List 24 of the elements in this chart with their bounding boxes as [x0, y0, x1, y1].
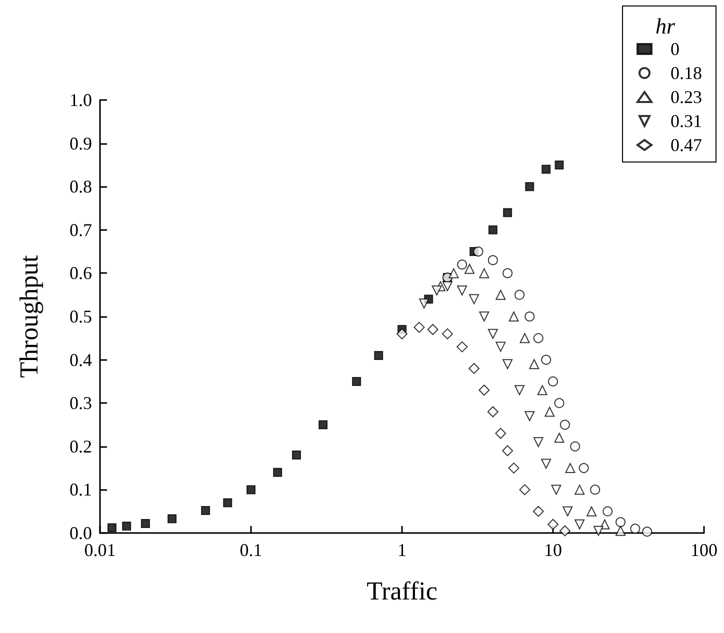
y-tick-label: 0.7: [70, 220, 92, 240]
x-tick-label: 1: [398, 540, 406, 560]
legend-label: 0.47: [670, 135, 702, 155]
y-tick-label: 0.2: [70, 436, 92, 456]
y-tick-label: 0.0: [70, 523, 92, 543]
y-tick-label: 0.4: [70, 350, 92, 370]
legend-label: 0: [670, 39, 680, 59]
legend-label: 0.23: [670, 87, 702, 107]
x-tick-label: 0.01: [84, 540, 116, 560]
y-tick-label: 1.0: [70, 90, 92, 110]
y-tick-label: 0.9: [70, 133, 92, 154]
y-tick-label: 0.3: [70, 393, 92, 414]
x-tick-label: 100: [690, 540, 718, 560]
legend-title: hr: [655, 14, 676, 38]
y-axis-title: Throughput: [14, 254, 44, 378]
legend-label: 0.18: [670, 63, 702, 83]
x-axis-title: Traffic: [366, 576, 438, 606]
legend-label: 0.31: [670, 111, 702, 131]
y-tick-label: 0.8: [70, 176, 92, 197]
x-tick-label: 0.1: [240, 540, 262, 560]
y-tick-label: 0.1: [70, 480, 92, 500]
x-tick-label: 10: [544, 540, 562, 560]
y-tick-label: 0.5: [70, 306, 92, 326]
y-tick-label: 0.6: [70, 263, 92, 284]
